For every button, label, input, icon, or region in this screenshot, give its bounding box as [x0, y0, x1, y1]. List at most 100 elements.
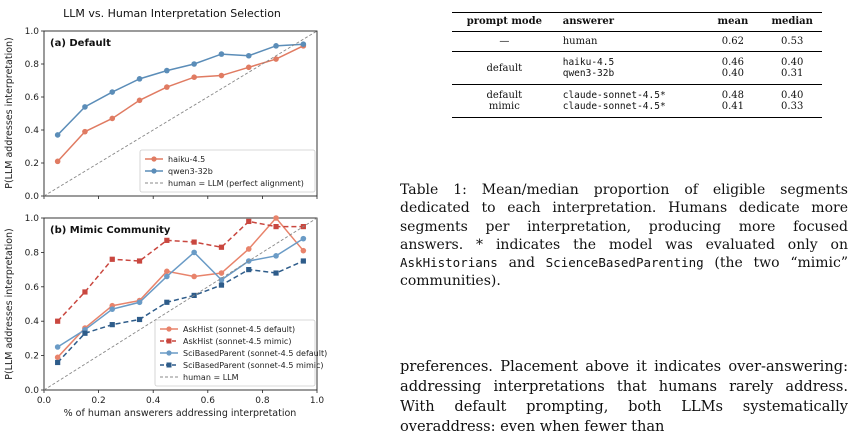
data-point [82, 128, 88, 135]
data-point [218, 51, 225, 57]
panel-a: (a) Default 0.0 0.2 0.4 0.6 0.8 1.0 haiku-4.5… [25, 27, 318, 202]
data-point [82, 330, 88, 336]
data-point [273, 224, 279, 230]
data-point [218, 72, 225, 79]
data-point [109, 306, 116, 312]
cell-line: 0.53 [781, 36, 804, 47]
data-point [191, 273, 197, 280]
legend-box [139, 149, 316, 193]
legend-label: SciBasedParent (sonnet-4.5 default) [183, 349, 327, 358]
data-point [218, 282, 225, 288]
y-tick-label: 0.6 [25, 283, 40, 293]
panel-b-ylabel: P(LLM addresses interpretation) [4, 228, 15, 380]
data-point [191, 74, 197, 80]
legend-label: haiku-4.5 [168, 155, 205, 164]
data-point [191, 61, 197, 67]
table-body: — human 0.62 0.53 default haiku-4.5 qwen3-32b 0… [452, 32, 822, 118]
series-line [57, 43, 304, 136]
caption-text-2: and [497, 255, 546, 272]
cell-line: qwen3-32b [562, 68, 615, 79]
panel-a-frame [43, 30, 318, 197]
data-point [191, 249, 197, 256]
data-point [245, 246, 252, 252]
panel-a-legend: haiku-4.5 qwen3-32b human = LLM (perfect a… [139, 149, 316, 193]
y-tick-label: 1.0 [25, 214, 40, 224]
y-tick-label: 0.0 [25, 386, 40, 396]
data-point [300, 41, 307, 47]
cell-median: 0.40 0.31 [762, 51, 822, 85]
panel-a-label: (a) Default [50, 38, 111, 49]
data-point [164, 273, 170, 280]
legend-label: AskHist (sonnet-4.5 mimic) [183, 337, 291, 346]
legend-marker [166, 326, 172, 332]
data-point [54, 132, 61, 138]
data-point [82, 104, 88, 110]
data-point [136, 316, 143, 323]
cell-answerer: human [557, 32, 704, 52]
legend-label: qwen3-32b [168, 167, 213, 176]
data-point [136, 76, 143, 82]
results-table: prompt mode answerer mean median — human 0… [452, 12, 822, 118]
y-tick-label: 0.8 [25, 60, 40, 70]
data-point [300, 247, 307, 254]
cell-line: 0.33 [781, 101, 804, 112]
cell-line: mimic [488, 101, 520, 112]
data-point [109, 89, 116, 95]
data-point [109, 322, 115, 328]
header-median: median [762, 12, 822, 32]
panel-a-series [43, 30, 318, 197]
data-point [273, 215, 279, 221]
x-tick-label: 0.4 [146, 396, 161, 406]
data-point [164, 237, 170, 243]
data-point [82, 289, 88, 295]
cell-line: 0.62 [721, 36, 745, 47]
panel-a-ylabel: P(LLM addresses interpretation) [4, 37, 15, 189]
legend-marker [151, 168, 157, 174]
x-tick-label: 0.8 [255, 396, 270, 406]
x-axis-label: % of human answerers addressing interpre… [64, 408, 297, 419]
data-point [164, 268, 170, 275]
data-point [218, 270, 225, 276]
y-tick-label: 0.6 [25, 93, 40, 103]
data-point [273, 253, 279, 259]
cell-line: claude-sonnet-4.5* [562, 90, 666, 101]
panel-b-legend: AskHist (sonnet-4.5 default) AskHist (son… [154, 319, 327, 387]
data-point [136, 97, 143, 104]
header-prompt-mode: prompt mode [452, 12, 557, 32]
data-point [55, 359, 61, 366]
legend-marker [166, 350, 172, 356]
diagonal-line [43, 217, 318, 391]
cell-line: — [499, 36, 510, 47]
x-tick-label: 0.0 [37, 396, 52, 406]
data-point [55, 318, 61, 324]
data-point [246, 267, 252, 273]
cell-line: 0.46 [721, 57, 745, 68]
table-caption: Table 1: Mean/median proportion of eligi… [400, 181, 848, 291]
cell-line: 0.31 [781, 68, 804, 79]
data-point [164, 67, 170, 74]
data-point [273, 270, 279, 276]
y-tick-label: 0.2 [25, 159, 39, 169]
cell-prompt-mode: default mimic [452, 84, 557, 118]
caption-sciencebasedparenting: ScienceBasedParenting [545, 255, 704, 271]
data-point [109, 256, 115, 262]
legend-marker [166, 338, 172, 344]
header-answerer: answerer [556, 12, 704, 32]
table-row: — human 0.62 0.53 [452, 32, 822, 52]
data-point [300, 258, 306, 264]
figure: LLM vs. Human Interpretation Selection (… [4, 7, 327, 419]
table-row: default mimic claude-sonnet-4.5* claude-son… [452, 84, 822, 118]
data-point [245, 64, 252, 71]
cell-line: 0.48 [721, 90, 745, 101]
data-point [218, 277, 225, 283]
y-tick-label: 0.4 [25, 126, 40, 136]
panel-b-ticks: 0.0 0.2 0.4 0.6 0.8 1.0 0.0 0.2 0.4 0.6 0.8 1.0 [25, 214, 325, 406]
cell-median: 0.53 [762, 32, 822, 52]
table-header-row: prompt mode answerer mean median [452, 12, 822, 32]
series-line [57, 238, 304, 348]
legend-marker [166, 362, 172, 368]
cell-mean: 0.48 0.41 [703, 84, 763, 118]
diagonal-line [43, 30, 318, 197]
series-line [57, 45, 304, 162]
cell-line: 0.41 [721, 101, 745, 112]
